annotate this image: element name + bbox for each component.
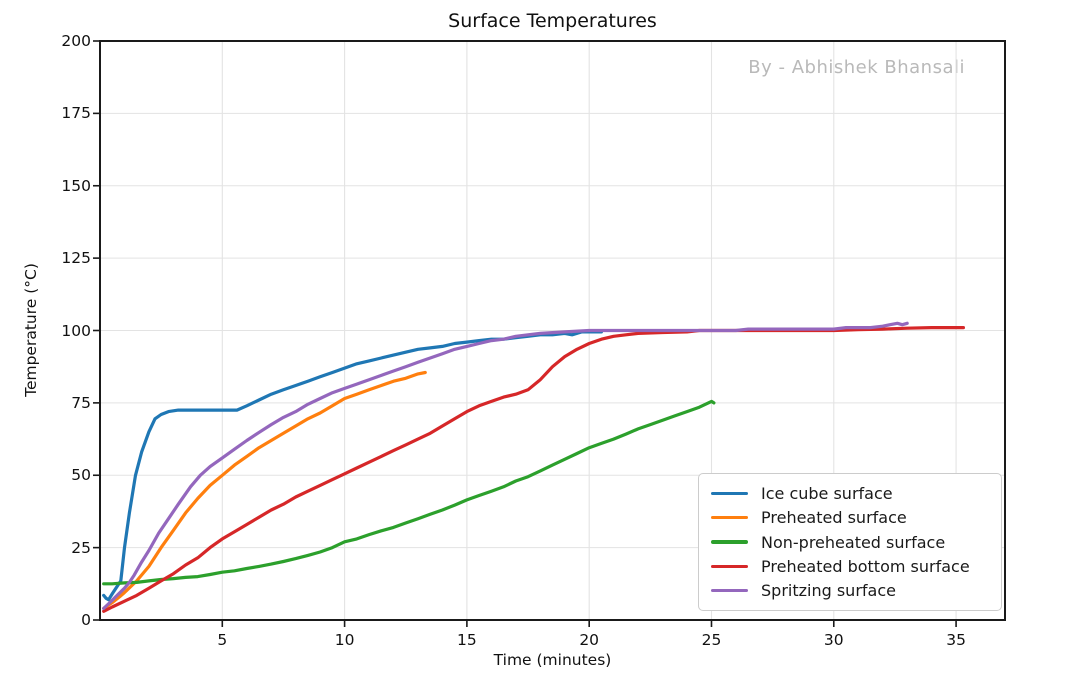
- legend-label: Ice cube surface: [761, 484, 893, 503]
- legend-label: Spritzing surface: [761, 581, 896, 600]
- y-tick-label: 25: [71, 538, 91, 557]
- y-axis-label: Temperature (°C): [22, 263, 40, 397]
- legend: Ice cube surface Preheated surface Non-pre…: [698, 473, 1002, 611]
- y-tick-label: 175: [61, 104, 91, 123]
- legend-item-ice-cube-surface: Ice cube surface: [711, 484, 989, 503]
- x-tick-label: 15: [457, 631, 477, 649]
- legend-swatch-non-preheated-surface: [711, 540, 748, 544]
- legend-swatch-spritzing-surface: [711, 588, 748, 593]
- legend-item-preheated-surface: Preheated surface: [711, 508, 989, 527]
- x-tick-label: 5: [217, 631, 228, 649]
- legend-label: Non-preheated surface: [761, 532, 946, 552]
- legend-label: Preheated surface: [761, 508, 907, 528]
- line-preheated-surface: [102, 370, 427, 610]
- x-tick-label: 25: [701, 631, 722, 649]
- line-ice-cube-surface: [102, 330, 603, 602]
- y-tick-label: 75: [71, 393, 91, 412]
- y-tick-label: 200: [61, 32, 91, 50]
- y-tick-label: 50: [71, 466, 91, 485]
- x-tick-label: 30: [823, 631, 844, 649]
- chart-title: Surface Temperatures: [448, 10, 657, 32]
- legend-swatch-preheated-surface: [711, 516, 748, 520]
- x-tick-label: 20: [579, 631, 600, 649]
- x-tick-label: 35: [946, 631, 966, 649]
- y-tick-label: 0: [81, 611, 91, 629]
- legend-swatch-preheated-bottom-surface: [711, 564, 748, 568]
- y-tick-label: 100: [61, 321, 91, 340]
- line-non-preheated-surface: [102, 399, 716, 586]
- legend-label: Preheated bottom surface: [761, 556, 970, 576]
- y-tick-label: 150: [61, 176, 91, 195]
- legend-item-spritzing-surface: Spritzing surface: [711, 581, 989, 600]
- x-tick-label: 10: [334, 631, 355, 649]
- legend-item-preheated-bottom-surface: Preheated bottom surface: [711, 557, 989, 576]
- axes-frame: [99, 40, 1006, 621]
- watermark-text: By - Abhishek Bhansali: [748, 57, 965, 78]
- legend-swatch-ice-cube-surface: [711, 491, 748, 496]
- y-tick-label: 125: [61, 249, 91, 268]
- legend-item-non-preheated-surface: Non-preheated surface: [711, 533, 989, 552]
- x-axis-label: Time (minutes): [493, 651, 612, 669]
- line-spritzing-surface: [102, 321, 909, 610]
